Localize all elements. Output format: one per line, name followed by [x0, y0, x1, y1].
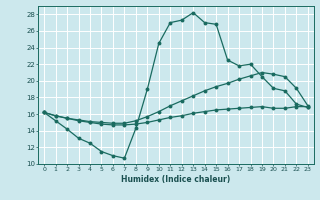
- X-axis label: Humidex (Indice chaleur): Humidex (Indice chaleur): [121, 175, 231, 184]
